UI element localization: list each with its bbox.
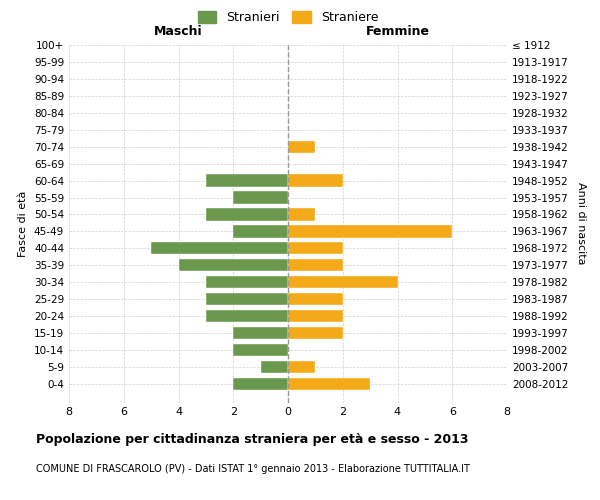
Y-axis label: Fasce di età: Fasce di età — [19, 190, 28, 257]
Bar — [288, 361, 316, 373]
Bar — [206, 310, 288, 322]
Bar — [206, 174, 288, 186]
Bar — [288, 140, 316, 153]
Bar — [288, 174, 343, 186]
Bar — [288, 327, 343, 339]
Bar — [288, 378, 370, 390]
Bar — [233, 226, 288, 237]
Bar — [233, 327, 288, 339]
Bar — [260, 361, 288, 373]
Bar — [288, 276, 398, 288]
Bar — [206, 276, 288, 288]
Text: COMUNE DI FRASCAROLO (PV) - Dati ISTAT 1° gennaio 2013 - Elaborazione TUTTITALIA: COMUNE DI FRASCAROLO (PV) - Dati ISTAT 1… — [36, 464, 470, 474]
Bar — [179, 259, 288, 272]
Text: Popolazione per cittadinanza straniera per età e sesso - 2013: Popolazione per cittadinanza straniera p… — [36, 432, 469, 446]
Text: Femmine: Femmine — [365, 25, 430, 38]
Bar — [288, 208, 316, 220]
Bar — [206, 293, 288, 306]
Bar — [288, 242, 343, 254]
Bar — [288, 226, 452, 237]
Bar — [233, 378, 288, 390]
Bar — [151, 242, 288, 254]
Bar — [233, 344, 288, 356]
Bar — [288, 259, 343, 272]
Bar — [288, 310, 343, 322]
Bar — [206, 208, 288, 220]
Y-axis label: Anni di nascita: Anni di nascita — [575, 182, 586, 265]
Legend: Stranieri, Straniere: Stranieri, Straniere — [193, 6, 383, 29]
Text: Maschi: Maschi — [154, 25, 203, 38]
Bar — [233, 192, 288, 203]
Bar — [288, 293, 343, 306]
